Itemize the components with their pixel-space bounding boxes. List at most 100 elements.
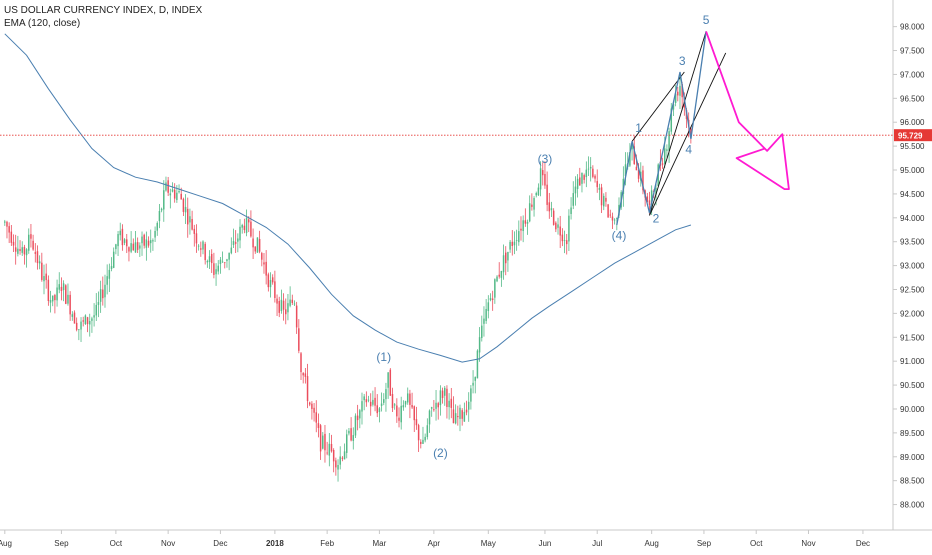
candle-body: [533, 198, 535, 210]
candle-body: [145, 239, 148, 248]
candle-body: [463, 411, 466, 422]
candle-body: [354, 415, 357, 436]
candle-body: [498, 274, 500, 277]
candle-body: [535, 193, 537, 196]
candle-body: [8, 226, 10, 233]
forecast-arrow: [705, 31, 790, 190]
candle-body: [149, 240, 152, 244]
x-tick-label: Jul: [592, 539, 602, 548]
x-tick-label: Sep: [697, 539, 712, 548]
candle-body: [504, 252, 507, 264]
y-tick-label: 96.500: [900, 94, 925, 103]
candle-body: [609, 214, 612, 216]
candle-body: [291, 299, 294, 303]
chart-title: US DOLLAR CURRENCY INDEX, D, INDEX: [4, 5, 203, 16]
candle-body: [154, 230, 156, 238]
candle-body: [389, 369, 392, 396]
candle-body: [143, 234, 145, 246]
candle-body: [56, 287, 58, 301]
candle-body: [568, 215, 570, 242]
candle-body: [228, 252, 230, 260]
y-tick-label: 95.000: [900, 166, 925, 175]
candle-body: [269, 280, 272, 288]
candle-body: [489, 298, 492, 301]
candle-body: [332, 450, 335, 462]
wave-label: (4): [612, 228, 627, 242]
candle-body: [84, 315, 87, 325]
x-tick-label: Jun: [538, 539, 551, 548]
y-tick-label: 93.000: [900, 262, 925, 271]
y-tick-label: 90.000: [900, 405, 925, 414]
candle-body: [555, 222, 557, 230]
current-price-tag: [894, 129, 932, 142]
candle-body: [17, 248, 19, 254]
channel-line: [649, 52, 727, 216]
candle-body: [319, 425, 322, 452]
candle-body: [86, 317, 89, 325]
candle-body: [539, 168, 542, 190]
y-tick-label: 89.500: [900, 429, 925, 438]
y-tick-label: 89.000: [900, 453, 925, 462]
candle-body: [642, 170, 644, 191]
candle-body: [263, 262, 265, 265]
candle-body: [524, 220, 527, 224]
candle-body: [78, 329, 80, 331]
candle-body: [182, 198, 185, 212]
candle-body: [247, 219, 250, 223]
candle-body: [239, 226, 241, 241]
candle-body: [187, 208, 189, 225]
candle-body: [600, 187, 603, 206]
candle-body: [663, 148, 666, 164]
candle-body: [43, 276, 45, 282]
candle-body: [481, 325, 483, 339]
candle-body: [531, 204, 533, 207]
y-tick-label: 95.500: [900, 142, 925, 151]
candle-body: [28, 234, 30, 251]
candle-body: [428, 410, 431, 425]
candle-body: [278, 301, 280, 313]
candle-body: [400, 405, 402, 423]
candle-body: [285, 309, 287, 315]
candle-body: [106, 276, 108, 285]
candle-body: [250, 221, 252, 237]
candle-body: [156, 222, 159, 231]
y-tick-label: 94.500: [900, 190, 925, 199]
candle-body: [396, 405, 398, 417]
candle-body: [415, 419, 418, 426]
candle-body: [378, 408, 381, 412]
candle-body: [241, 224, 243, 228]
candle-body: [672, 103, 675, 110]
x-tick-label: Nov: [161, 539, 175, 548]
candle-body: [592, 168, 594, 177]
x-tick-label: Mar: [373, 539, 387, 548]
candle-body: [611, 216, 614, 221]
candle-body: [631, 144, 633, 150]
ema-line: [4, 33, 692, 363]
candle-body: [417, 425, 420, 441]
candle-body: [49, 300, 52, 303]
candle-body: [374, 397, 376, 406]
candle-body: [363, 396, 365, 401]
candle-body: [681, 84, 683, 98]
candle-body: [613, 219, 616, 221]
candle-body: [30, 234, 32, 239]
candle-body: [348, 430, 350, 434]
candle-body: [19, 249, 21, 251]
candle-body: [282, 300, 285, 310]
candle-body: [526, 221, 529, 224]
wave-path: [616, 31, 707, 226]
candle-body: [376, 405, 378, 414]
candle-body: [328, 443, 331, 456]
candle-body: [605, 197, 607, 202]
candle-body: [367, 399, 370, 401]
y-tick-label: 92.000: [900, 309, 925, 318]
candle-body: [65, 285, 67, 304]
candle-body: [25, 249, 28, 256]
candle-body: [461, 410, 463, 419]
candle-body: [117, 234, 119, 247]
y-tick-label: 94.000: [900, 214, 925, 223]
candle-body: [302, 373, 304, 376]
candle-body: [679, 85, 681, 96]
candle-body: [160, 208, 163, 211]
